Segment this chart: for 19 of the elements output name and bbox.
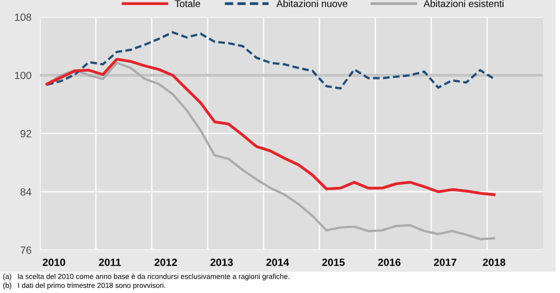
x-tick-label: 2014 [266, 258, 290, 266]
x-tick-label: 2010 [42, 258, 66, 266]
x-tick-label: 2013 [210, 258, 233, 266]
x-tick-label: 2011 [98, 258, 121, 266]
x-tick-label: 2015 [322, 258, 345, 266]
line-series [46, 31, 496, 90]
x-tick-label: 2012 [154, 258, 177, 266]
x-tick-label: 2016 [378, 258, 401, 266]
y-tick-label: 92 [20, 130, 32, 138]
y-tick-label: 100 [15, 72, 32, 80]
x-tick-label: 2018 [482, 258, 506, 266]
y-tick-label: 84 [20, 188, 32, 196]
y-tick-label: 76 [20, 246, 32, 254]
y-tick-label: 108 [15, 14, 32, 21]
legend-label: Abitazioni esistenti [424, 0, 504, 8]
line-series [46, 58, 496, 196]
legend-label: Totale [174, 0, 200, 8]
x-tick-label: 2017 [434, 258, 456, 266]
legend-label: Abitazioni nuove [276, 0, 348, 8]
